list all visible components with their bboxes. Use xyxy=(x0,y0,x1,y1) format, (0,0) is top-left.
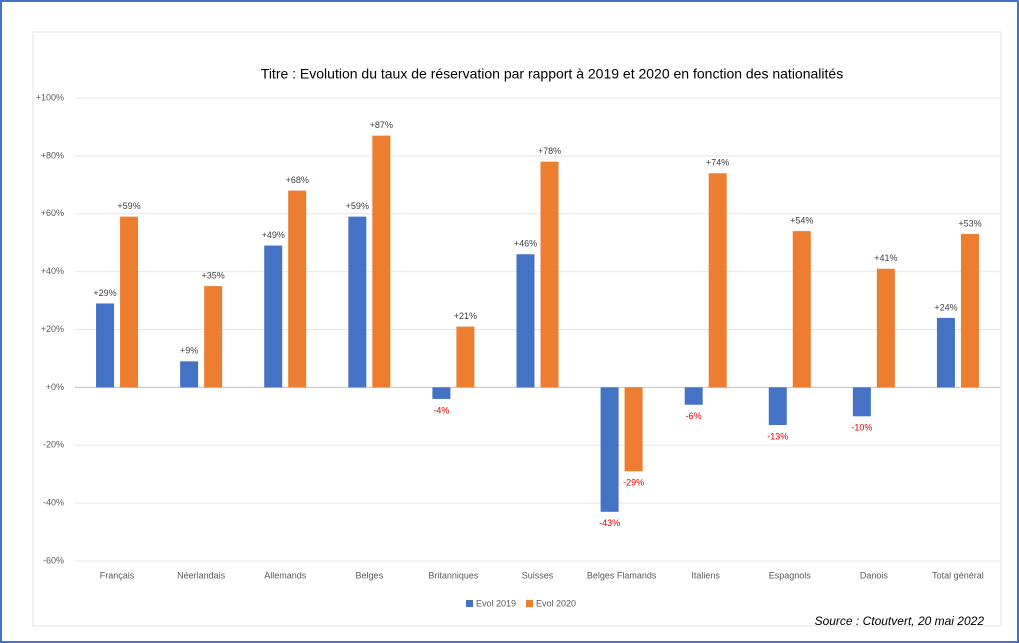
value-label: +24% xyxy=(934,302,957,312)
x-tick-label: Danois xyxy=(860,570,889,580)
value-label: +49% xyxy=(262,230,285,240)
y-tick-label: -60% xyxy=(43,555,64,565)
x-tick-label: Belges Flamands xyxy=(587,570,657,580)
legend-swatch xyxy=(466,600,473,607)
x-tick-label: Total général xyxy=(932,570,984,580)
x-tick-label: Britanniques xyxy=(428,570,479,580)
x-tick-label: Belges xyxy=(356,570,384,580)
value-label: +35% xyxy=(201,270,224,280)
value-label: +9% xyxy=(180,346,198,356)
y-tick-label: +60% xyxy=(41,208,64,218)
value-label: +74% xyxy=(706,158,729,168)
legend-label: Evol 2020 xyxy=(536,598,576,608)
value-label: +68% xyxy=(286,175,309,185)
y-tick-label: +80% xyxy=(41,150,64,160)
value-label: +54% xyxy=(790,215,813,225)
x-tick-label: Italiens xyxy=(691,570,720,580)
bar xyxy=(456,326,475,388)
bar xyxy=(348,216,367,388)
value-label: -4% xyxy=(433,405,449,415)
value-label: +59% xyxy=(117,201,140,211)
bar xyxy=(516,254,535,388)
y-tick-label: +0% xyxy=(46,382,64,392)
bar xyxy=(96,303,115,388)
bar xyxy=(708,173,727,388)
x-tick-label: Allemands xyxy=(264,570,307,580)
value-label: +59% xyxy=(346,201,369,211)
x-tick-label: Espagnols xyxy=(769,570,812,580)
value-label: -43% xyxy=(599,518,620,528)
value-label: +41% xyxy=(874,253,897,263)
bar xyxy=(936,317,955,388)
bar xyxy=(264,245,283,388)
value-label: +78% xyxy=(538,146,561,156)
y-tick-label: -40% xyxy=(43,498,64,508)
bar xyxy=(876,268,895,388)
value-label: -13% xyxy=(767,431,788,441)
x-tick-label: Suisses xyxy=(522,570,554,580)
bar xyxy=(600,387,619,512)
value-label: -29% xyxy=(623,478,644,488)
legend-label: Evol 2019 xyxy=(476,598,516,608)
bar xyxy=(960,234,979,388)
bar xyxy=(792,231,811,388)
y-tick-label: +100% xyxy=(36,92,64,102)
bar xyxy=(180,361,199,388)
bar xyxy=(432,387,451,399)
y-tick-label: +40% xyxy=(41,266,64,276)
value-label: +53% xyxy=(958,218,981,228)
value-label: -6% xyxy=(686,411,702,421)
bar xyxy=(684,387,703,405)
bar xyxy=(288,190,307,388)
chart-title: Titre : Evolution du taux de réservation… xyxy=(261,66,843,82)
bar xyxy=(204,286,223,388)
bar xyxy=(624,387,643,472)
value-label: +87% xyxy=(370,120,393,130)
bar xyxy=(852,387,871,417)
value-label: -10% xyxy=(851,423,872,433)
bar xyxy=(540,161,559,388)
legend-swatch xyxy=(526,600,533,607)
value-label: +46% xyxy=(514,239,537,249)
source: Source : Ctoutvert, 20 mai 2022 xyxy=(815,614,985,628)
bar xyxy=(120,216,139,388)
value-label: +21% xyxy=(454,311,477,321)
bar xyxy=(372,135,391,388)
y-tick-label: -20% xyxy=(43,440,64,450)
x-tick-label: Néerlandais xyxy=(177,570,226,580)
y-tick-label: +20% xyxy=(41,324,64,334)
bar xyxy=(768,387,787,425)
x-tick-label: Français xyxy=(100,570,135,580)
value-label: +29% xyxy=(93,288,116,298)
